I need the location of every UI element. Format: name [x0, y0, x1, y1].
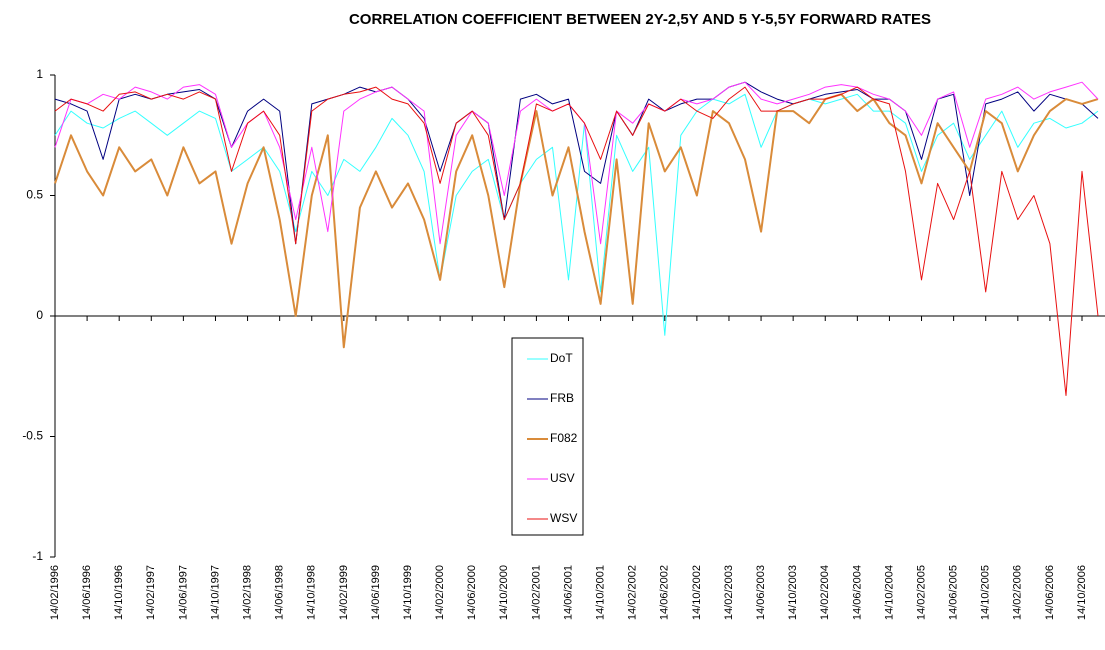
x-tick-label: 14/10/1997: [209, 565, 221, 620]
legend-label: WSV: [550, 511, 577, 525]
x-tick-label: 14/02/1999: [338, 565, 350, 620]
x-tick-label: 14/10/2003: [787, 565, 799, 620]
legend-label: F082: [550, 431, 578, 445]
x-tick-label: 14/06/1998: [274, 565, 286, 620]
x-tick-label: 14/10/1999: [402, 565, 414, 620]
series-line: [54, 93, 1099, 349]
y-tick-label: 0.5: [26, 188, 43, 202]
legend-label: USV: [550, 471, 575, 485]
x-tick-label: 14/10/2001: [595, 565, 607, 620]
x-tick-label: 14/06/2001: [562, 565, 574, 620]
x-tick-label: 14/02/2004: [819, 565, 831, 620]
x-tick-label: 14/06/2000: [466, 565, 478, 620]
x-tick-label: 14/06/2003: [755, 565, 767, 620]
y-tick-label: -0.5: [22, 429, 43, 443]
x-tick-label: 14/02/1996: [49, 565, 61, 620]
x-tick-label: 14/02/2001: [530, 565, 542, 620]
x-tick-label: 14/02/1998: [241, 565, 253, 620]
series-line: [54, 81, 1099, 245]
series-line: [54, 81, 1099, 245]
x-tick-label: 14/10/2002: [691, 565, 703, 620]
x-tick-label: 14/10/2000: [498, 565, 510, 620]
series-line: [54, 86, 1099, 396]
x-tick-label: 14/02/2005: [915, 565, 927, 620]
legend-label: DoT: [550, 351, 573, 365]
x-tick-label: 14/06/2004: [851, 565, 863, 620]
x-tick-label: 14/06/1997: [177, 565, 189, 620]
x-tick-label: 14/10/1996: [113, 565, 125, 620]
x-tick-label: 14/06/1996: [81, 565, 93, 620]
x-tick-label: 14/02/2003: [723, 565, 735, 620]
x-tick-label: 14/10/1998: [306, 565, 318, 620]
x-tick-label: 14/02/2006: [1012, 565, 1024, 620]
chart-title: CORRELATION COEFFICIENT BETWEEN 2Y-2,5Y …: [349, 11, 931, 28]
y-tick-label: -1: [32, 549, 43, 563]
x-tick-label: 14/02/2000: [434, 565, 446, 620]
legend-box: [511, 337, 584, 536]
y-tick-label: 0: [36, 308, 43, 322]
legend-label: FRB: [550, 391, 574, 405]
x-tick-label: 14/10/2004: [883, 565, 895, 620]
x-tick-label: 14/10/2005: [980, 565, 992, 620]
x-tick-label: 14/06/1999: [370, 565, 382, 620]
y-tick-label: 1: [36, 67, 43, 81]
x-tick-label: 14/06/2006: [1044, 565, 1056, 620]
x-tick-label: 14/02/2002: [627, 565, 639, 620]
x-tick-label: 14/02/1997: [145, 565, 157, 620]
x-tick-label: 14/06/2005: [948, 565, 960, 620]
x-tick-label: 14/10/2006: [1076, 565, 1088, 620]
x-tick-label: 14/06/2002: [659, 565, 671, 620]
series-line: [54, 93, 1099, 336]
